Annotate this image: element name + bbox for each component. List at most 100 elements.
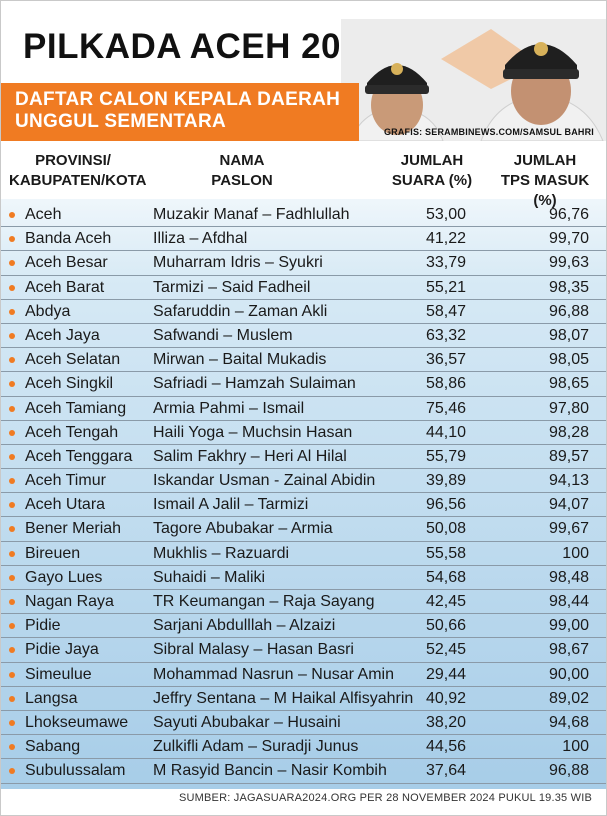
cell-suara: 54,68 — [425, 568, 466, 586]
header-suara: JUMLAH SUARA (%) — [387, 151, 477, 191]
officials-illustration-svg — [341, 19, 606, 141]
cell-paslon: Iskandar Usman - Zainal Abidin — [153, 472, 376, 490]
cell-suara: 96,56 — [425, 496, 466, 514]
cell-paslon: Sibral Malasy – Hasan Basri — [153, 641, 354, 659]
header-provinsi-line2: KABUPATEN/KOTA — [9, 172, 147, 189]
bullet-icon — [9, 623, 15, 630]
cell-suara: 33,79 — [425, 254, 466, 272]
cell-suara: 29,44 — [425, 665, 466, 683]
header-suara-line2: SUARA (%) — [391, 172, 473, 189]
cell-paslon: Tagore Abubakar – Armia — [153, 520, 333, 538]
table-row: Pidie Sarjani Abdulllah – Alzaizi 50,66 99,… — [1, 614, 606, 639]
table-row: Bener Meriah Tagore Abubakar – Armia 50,08… — [1, 517, 606, 542]
cell-tps: 94,13 — [548, 472, 589, 490]
cell-provinsi: Aceh Jaya — [25, 326, 100, 344]
bullet-icon — [9, 308, 15, 315]
table-row: Nagan Raya TR Keumangan – Raja Sayang 42,4… — [1, 590, 606, 615]
cell-suara: 75,46 — [425, 399, 466, 417]
cell-suara: 39,89 — [425, 472, 466, 490]
cell-tps: 98,44 — [548, 593, 589, 610]
table-row: Aceh Barat Tarmizi – Said Fadheil 55,21 98,… — [1, 276, 606, 300]
cell-paslon: Ismail A Jalil – Tarmizi — [153, 496, 309, 514]
cell-provinsi: Aceh Timur — [25, 472, 106, 490]
table-header: PROVINSI/ KABUPATEN/KOTA NAMA PASLON JUM… — [1, 143, 606, 209]
header-paslon-line1: NAMA — [219, 152, 265, 169]
table-row: Lhokseumawe Sayuti Abubakar – Husaini 38,2… — [1, 711, 606, 736]
banner-line-1: DAFTAR CALON KEPALA DAERAH — [15, 89, 341, 110]
bullet-icon — [9, 744, 15, 751]
table-row: Aceh Tenggara Salim Fakhry – Heri Al Hila… — [1, 445, 606, 470]
bullet-icon — [9, 671, 15, 678]
header-tps-line1: JUMLAH — [513, 152, 577, 169]
cell-provinsi: Bener Meriah — [25, 520, 122, 538]
header-tps-line2: TPS MASUK (%) — [500, 172, 590, 209]
table-row: Aceh Besar Muharram Idris – Syukri 33,79 99… — [1, 251, 606, 276]
table-body: Aceh Muzakir Manaf – Fadhlullah 53,00 96,76… — [1, 203, 606, 784]
cell-tps: 98,07 — [548, 326, 589, 344]
cell-suara: 50,08 — [425, 520, 466, 538]
graphic-credit: GRAFIS: SERAMBINEWS.COM/SAMSUL BAHRI — [383, 127, 594, 137]
bullet-icon — [9, 357, 15, 364]
bullet-icon — [9, 695, 15, 702]
table-row: Aceh Selatan Mirwan – Baital Mukadis 36,57… — [1, 348, 606, 373]
cell-provinsi: Aceh Tenggara — [25, 447, 133, 465]
bullet-icon — [9, 502, 15, 509]
cell-provinsi: Simeulue — [25, 665, 92, 683]
table-row: Abdya Safaruddin – Zaman Akli 58,47 96,88 — [1, 300, 606, 324]
cell-tps: 98,35 — [548, 278, 589, 296]
bullet-icon — [9, 405, 15, 412]
bullet-icon — [9, 647, 15, 654]
cell-provinsi: Aceh — [25, 206, 62, 223]
cell-provinsi: Subulussalam — [25, 762, 126, 780]
bullet-icon — [9, 768, 15, 775]
cell-provinsi: Lhokseumawe — [25, 713, 129, 731]
bullet-icon — [9, 260, 15, 267]
cell-tps: 90,00 — [548, 665, 589, 683]
cell-paslon: Muharram Idris – Syukri — [153, 254, 323, 272]
cell-provinsi: Banda Aceh — [25, 230, 112, 248]
table-row: Aceh Singkil Safriadi – Hamzah Sulaiman 58… — [1, 372, 606, 397]
table-row: Aceh Muzakir Manaf – Fadhlullah 53,00 96,76 — [1, 203, 606, 228]
bullet-icon — [9, 236, 15, 243]
bullet-icon — [9, 574, 15, 581]
cell-tps: 99,63 — [548, 254, 589, 272]
cell-provinsi: Sabang — [25, 738, 81, 756]
table-row: Langsa Jeffry Sentana – M Haikal Alfisyah… — [1, 687, 606, 711]
cell-provinsi: Aceh Singkil — [25, 375, 114, 393]
cell-paslon: Mirwan – Baital Mukadis — [153, 351, 327, 369]
cell-tps: 100 — [562, 544, 589, 562]
cell-provinsi: Pidie Jaya — [25, 641, 99, 659]
cell-tps: 98,28 — [548, 423, 589, 441]
table-row: Aceh Tamiang Armia Pahmi – Ismail 75,46 97,… — [1, 397, 606, 421]
cell-provinsi: Aceh Barat — [25, 278, 105, 296]
bullet-icon — [9, 284, 15, 291]
cell-tps: 98,65 — [548, 375, 589, 393]
cell-suara: 44,10 — [425, 423, 466, 441]
cell-suara: 55,58 — [425, 544, 466, 562]
cell-paslon: Sayuti Abubakar – Husaini — [153, 713, 341, 731]
cell-paslon: Haili Yoga – Muchsin Hasan — [153, 423, 353, 441]
cell-paslon: Sarjani Abdulllah – Alzaizi — [153, 617, 336, 635]
cell-provinsi: Gayo Lues — [25, 568, 103, 586]
cell-suara: 36,57 — [425, 351, 466, 369]
cell-suara: 55,21 — [425, 278, 466, 296]
cell-paslon: Mohammad Nasrun – Nusar Amin — [153, 665, 394, 683]
cell-provinsi: Aceh Besar — [25, 254, 108, 272]
cell-paslon: M Rasyid Bancin – Nasir Kombih — [153, 762, 387, 780]
subtitle-banner: DAFTAR CALON KEPALA DAERAH UNGGUL SEMENT… — [1, 83, 359, 141]
table-row: Simeulue Mohammad Nasrun – Nusar Amin 29,4… — [1, 663, 606, 687]
cell-tps: 89,02 — [548, 689, 589, 707]
cell-suara: 50,66 — [425, 617, 466, 635]
cell-provinsi: Aceh Utara — [25, 496, 106, 514]
cell-tps: 96,76 — [548, 206, 589, 223]
cell-suara: 63,32 — [425, 326, 466, 344]
cell-suara: 58,86 — [425, 375, 466, 393]
cell-provinsi: Aceh Tengah — [25, 423, 119, 441]
cell-provinsi: Aceh Selatan — [25, 351, 121, 369]
cell-suara: 37,64 — [425, 762, 466, 780]
cell-paslon: Suhaidi – Maliki — [153, 568, 266, 586]
header-paslon: NAMA PASLON — [201, 151, 283, 191]
cell-provinsi: Nagan Raya — [25, 593, 114, 610]
results-table: PROVINSI/ KABUPATEN/KOTA NAMA PASLON JUM… — [1, 143, 606, 789]
table-row: Gayo Lues Suhaidi – Maliki 54,68 98,48 — [1, 566, 606, 590]
